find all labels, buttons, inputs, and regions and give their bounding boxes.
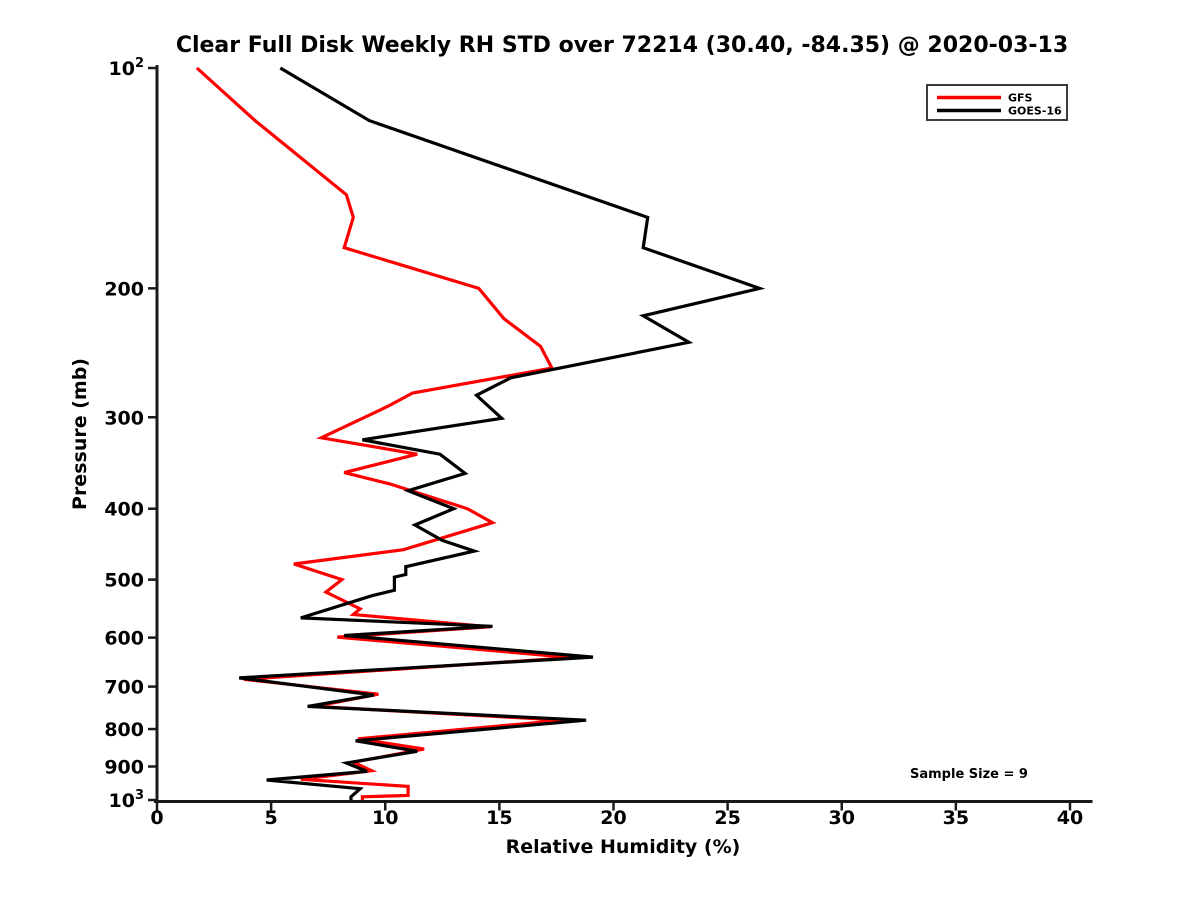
x-axis-label: Relative Humidity (%) [506, 836, 741, 858]
x-tick-label: 10 [372, 807, 398, 829]
y-tick-label: 400 [104, 499, 144, 521]
y-tick-label: 102 [109, 56, 145, 80]
axes-spines [154, 65, 1093, 803]
y-axis-ticks [148, 66, 157, 802]
sample-size-annotation: Sample Size = 9 [910, 767, 1028, 782]
y-tick-label: 103 [109, 788, 145, 812]
series-lines [195, 66, 766, 800]
x-tick-label: 25 [714, 807, 740, 829]
x-tick-label: 15 [486, 807, 512, 829]
legend-box [926, 84, 1068, 121]
y-tick-label: 300 [104, 407, 144, 429]
legend: GFS GOES-16 [926, 84, 1068, 121]
x-tick-label: 35 [943, 807, 969, 829]
y-tick-label: 200 [104, 278, 144, 300]
y-axis-tick-labels: 102 200 300 400 500 600 700 800 900 103 [104, 56, 144, 812]
x-tick-label: 0 [150, 807, 163, 829]
y-axis-label: Pressure (mb) [69, 358, 91, 510]
series-line-goes-16 [238, 66, 766, 800]
y-tick-label: 800 [104, 719, 144, 741]
x-axis-tick-labels: 0 5 10 15 20 25 30 35 40 [150, 807, 1083, 829]
x-axis-ticks [155, 801, 1072, 811]
legend-label-gfs: GFS [1008, 92, 1033, 105]
x-tick-label: 30 [829, 807, 855, 829]
y-tick-label: 500 [104, 570, 144, 592]
x-tick-label: 40 [1057, 807, 1083, 829]
x-tick-label: 20 [600, 807, 626, 829]
y-tick-label: 700 [104, 677, 144, 699]
y-tick-label: 600 [104, 628, 144, 650]
chart-title: Clear Full Disk Weekly RH STD over 72214… [176, 33, 1068, 58]
y-tick-label: 900 [104, 757, 144, 779]
series-line-gfs [195, 66, 573, 800]
legend-label-goes16: GOES-16 [1008, 105, 1062, 118]
x-tick-label: 5 [265, 807, 278, 829]
